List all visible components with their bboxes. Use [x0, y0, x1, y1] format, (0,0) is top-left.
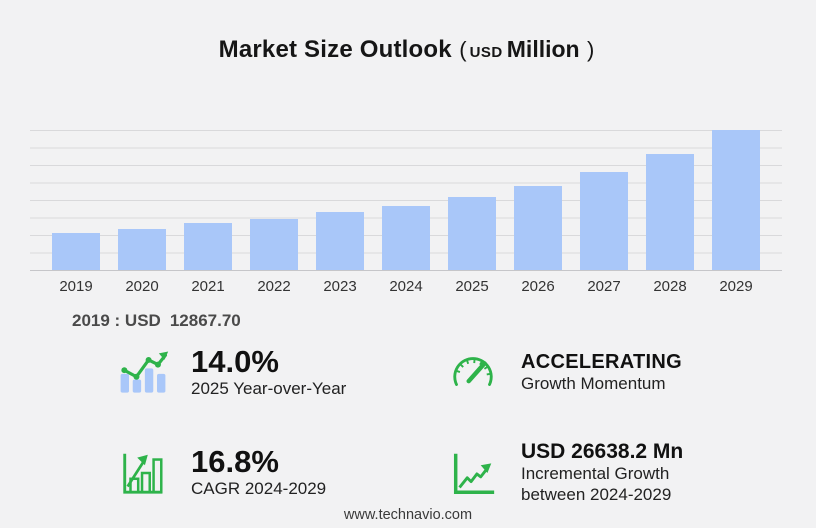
bar-2023: [316, 212, 364, 270]
stat-momentum: ACCELERATING Growth Momentum: [445, 346, 775, 399]
stat-incremental-label: Incremental Growth: [521, 464, 670, 484]
annotation-prefix: 2019 : USD: [72, 311, 161, 330]
bar-2025: [448, 197, 496, 270]
bar-2027: [580, 172, 628, 270]
chart-xlabels: 2019 2020 2021 2022 2023 2024 2025 2026 2027 2028…: [30, 278, 782, 295]
stat-incremental-growth: USD 26638.2 Mn Incremental Growth betwee…: [445, 439, 775, 506]
x-tick-label-2021: 2021: [191, 278, 225, 295]
stat-cagr: 16.8% CAGR 2024-2029: [115, 439, 445, 506]
bar-trend-up-icon: [115, 348, 171, 398]
x-tick-label-2028: 2028: [653, 278, 687, 295]
x-tick-label-2029: 2029: [719, 278, 753, 295]
page-title: Market Size Outlook (USD Million ): [0, 36, 816, 64]
stat-yoy-value: 14.0%: [191, 344, 279, 379]
stat-momentum-value: ACCELERATING: [521, 351, 683, 374]
title-close-paren: ): [587, 37, 595, 62]
footer: www.technavio.com: [0, 507, 816, 523]
bar-2022: [250, 219, 298, 270]
bar-2028: [646, 154, 694, 270]
technavio-link[interactable]: www.technavio.com: [343, 507, 473, 523]
title-currency: USD: [469, 44, 503, 61]
bar-2020: [118, 229, 166, 270]
chart-bars: [30, 130, 782, 271]
first-year-value-annotation: 2019 : USD 12867.70: [72, 311, 241, 331]
x-tick-label-2023: 2023: [323, 278, 357, 295]
x-tick-label-2025: 2025: [455, 278, 489, 295]
x-tick-label-2024: 2024: [389, 278, 423, 295]
stat-yoy: 14.0% 2025 Year-over-Year: [115, 344, 445, 399]
x-tick-label-2019: 2019: [59, 278, 93, 295]
bar-2026: [514, 186, 562, 270]
bar-2024: [382, 206, 430, 270]
x-tick-label-2027: 2027: [587, 278, 621, 295]
x-tick-label-2026: 2026: [521, 278, 555, 295]
annotation-value: 12867.70: [169, 311, 241, 330]
x-tick-label-2020: 2020: [125, 278, 159, 295]
bar-2019: [52, 233, 100, 270]
x-tick-label-2022: 2022: [257, 278, 291, 295]
stat-incremental-value: USD 26638.2 Mn: [521, 440, 684, 464]
gauge-icon: [445, 351, 501, 395]
stat-yoy-label: 2025 Year-over-Year: [191, 378, 347, 398]
bar-2029: [712, 130, 760, 270]
stat-momentum-label: Growth Momentum: [521, 374, 666, 394]
bar-2021: [184, 223, 232, 270]
title-open-paren: (: [459, 37, 467, 62]
title-main: Market Size Outlook: [218, 36, 452, 63]
stat-cagr-value: 16.8%: [191, 443, 279, 479]
stats-grid: 14.0% 2025 Year-over-Year ACCELERATING G…: [115, 344, 775, 506]
market-size-bar-chart: 2019 2020 2021 2022 2023 2024 2025 2026 2027 2028…: [30, 130, 782, 295]
stat-incremental-label2: between 2024-2029: [521, 485, 672, 505]
bar-growth-icon: [115, 448, 171, 498]
line-growth-icon: [445, 447, 501, 499]
title-unit: Million: [506, 36, 580, 62]
stat-cagr-label: CAGR 2024-2029: [191, 478, 327, 498]
